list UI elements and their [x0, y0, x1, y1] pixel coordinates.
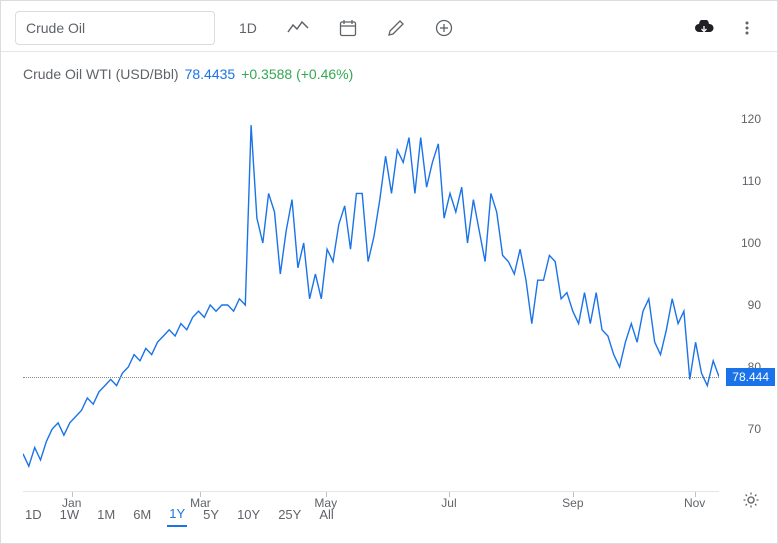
chart-type-button[interactable] [279, 13, 317, 43]
x-tick [326, 492, 327, 497]
range-selector: 1D1W1M6M1Y5Y10Y25YAll [1, 498, 777, 543]
instrument-name: Crude Oil WTI (USD/Bbl) [23, 66, 179, 82]
x-tick-label: Nov [684, 496, 705, 510]
top-toolbar: 1D [1, 1, 777, 52]
toolbar-buttons: 1D [231, 13, 461, 43]
range-button-25y[interactable]: 25Y [276, 504, 303, 527]
x-axis: JanMarMayJulSepNov [23, 491, 719, 498]
calendar-button[interactable] [331, 13, 365, 43]
draw-button[interactable] [379, 13, 413, 43]
y-tick-label: 110 [742, 174, 761, 188]
plus-circle-icon [435, 19, 453, 37]
y-tick-label: 100 [741, 236, 761, 250]
instrument-header: Crude Oil WTI (USD/Bbl) 78.4435 +0.3588 … [1, 52, 777, 88]
chart-plot-area[interactable]: 70809010011012078.444 [23, 88, 719, 491]
x-tick [695, 492, 696, 497]
line-chart-icon [287, 20, 309, 36]
x-tick [200, 492, 201, 497]
x-tick-label: May [314, 496, 337, 510]
range-button-1y[interactable]: 1Y [167, 504, 187, 527]
x-tick [72, 492, 73, 497]
chart-container: 70809010011012078.444 [1, 88, 777, 491]
x-tick-label: Jul [441, 496, 456, 510]
range-button-1d[interactable]: 1D [23, 504, 44, 527]
calendar-icon [339, 19, 357, 37]
download-button[interactable] [685, 13, 723, 43]
y-tick-label: 70 [748, 422, 761, 436]
instrument-change: +0.3588 (+0.46%) [241, 66, 353, 82]
menu-button[interactable] [731, 13, 763, 43]
add-button[interactable] [427, 13, 461, 43]
x-tick [573, 492, 574, 497]
x-tick-label: Jan [62, 496, 81, 510]
x-tick-label: Mar [190, 496, 211, 510]
x-tick-label: Sep [562, 496, 583, 510]
instrument-price: 78.4435 [185, 66, 236, 82]
x-tick [449, 492, 450, 497]
more-vert-icon [739, 20, 755, 36]
search-input[interactable] [15, 11, 215, 45]
interval-button[interactable]: 1D [231, 13, 265, 43]
current-price-line [23, 377, 719, 378]
pencil-icon [387, 19, 405, 37]
gear-icon[interactable] [743, 492, 759, 508]
x-axis-row: JanMarMayJulSepNov [1, 491, 777, 498]
y-tick-label: 90 [748, 298, 761, 312]
y-tick-label: 120 [741, 112, 761, 126]
range-button-1m[interactable]: 1M [95, 504, 117, 527]
cloud-download-icon [693, 20, 715, 36]
current-price-tag: 78.444 [726, 368, 775, 386]
range-button-6m[interactable]: 6M [131, 504, 153, 527]
range-button-10y[interactable]: 10Y [235, 504, 262, 527]
price-line [23, 88, 719, 491]
